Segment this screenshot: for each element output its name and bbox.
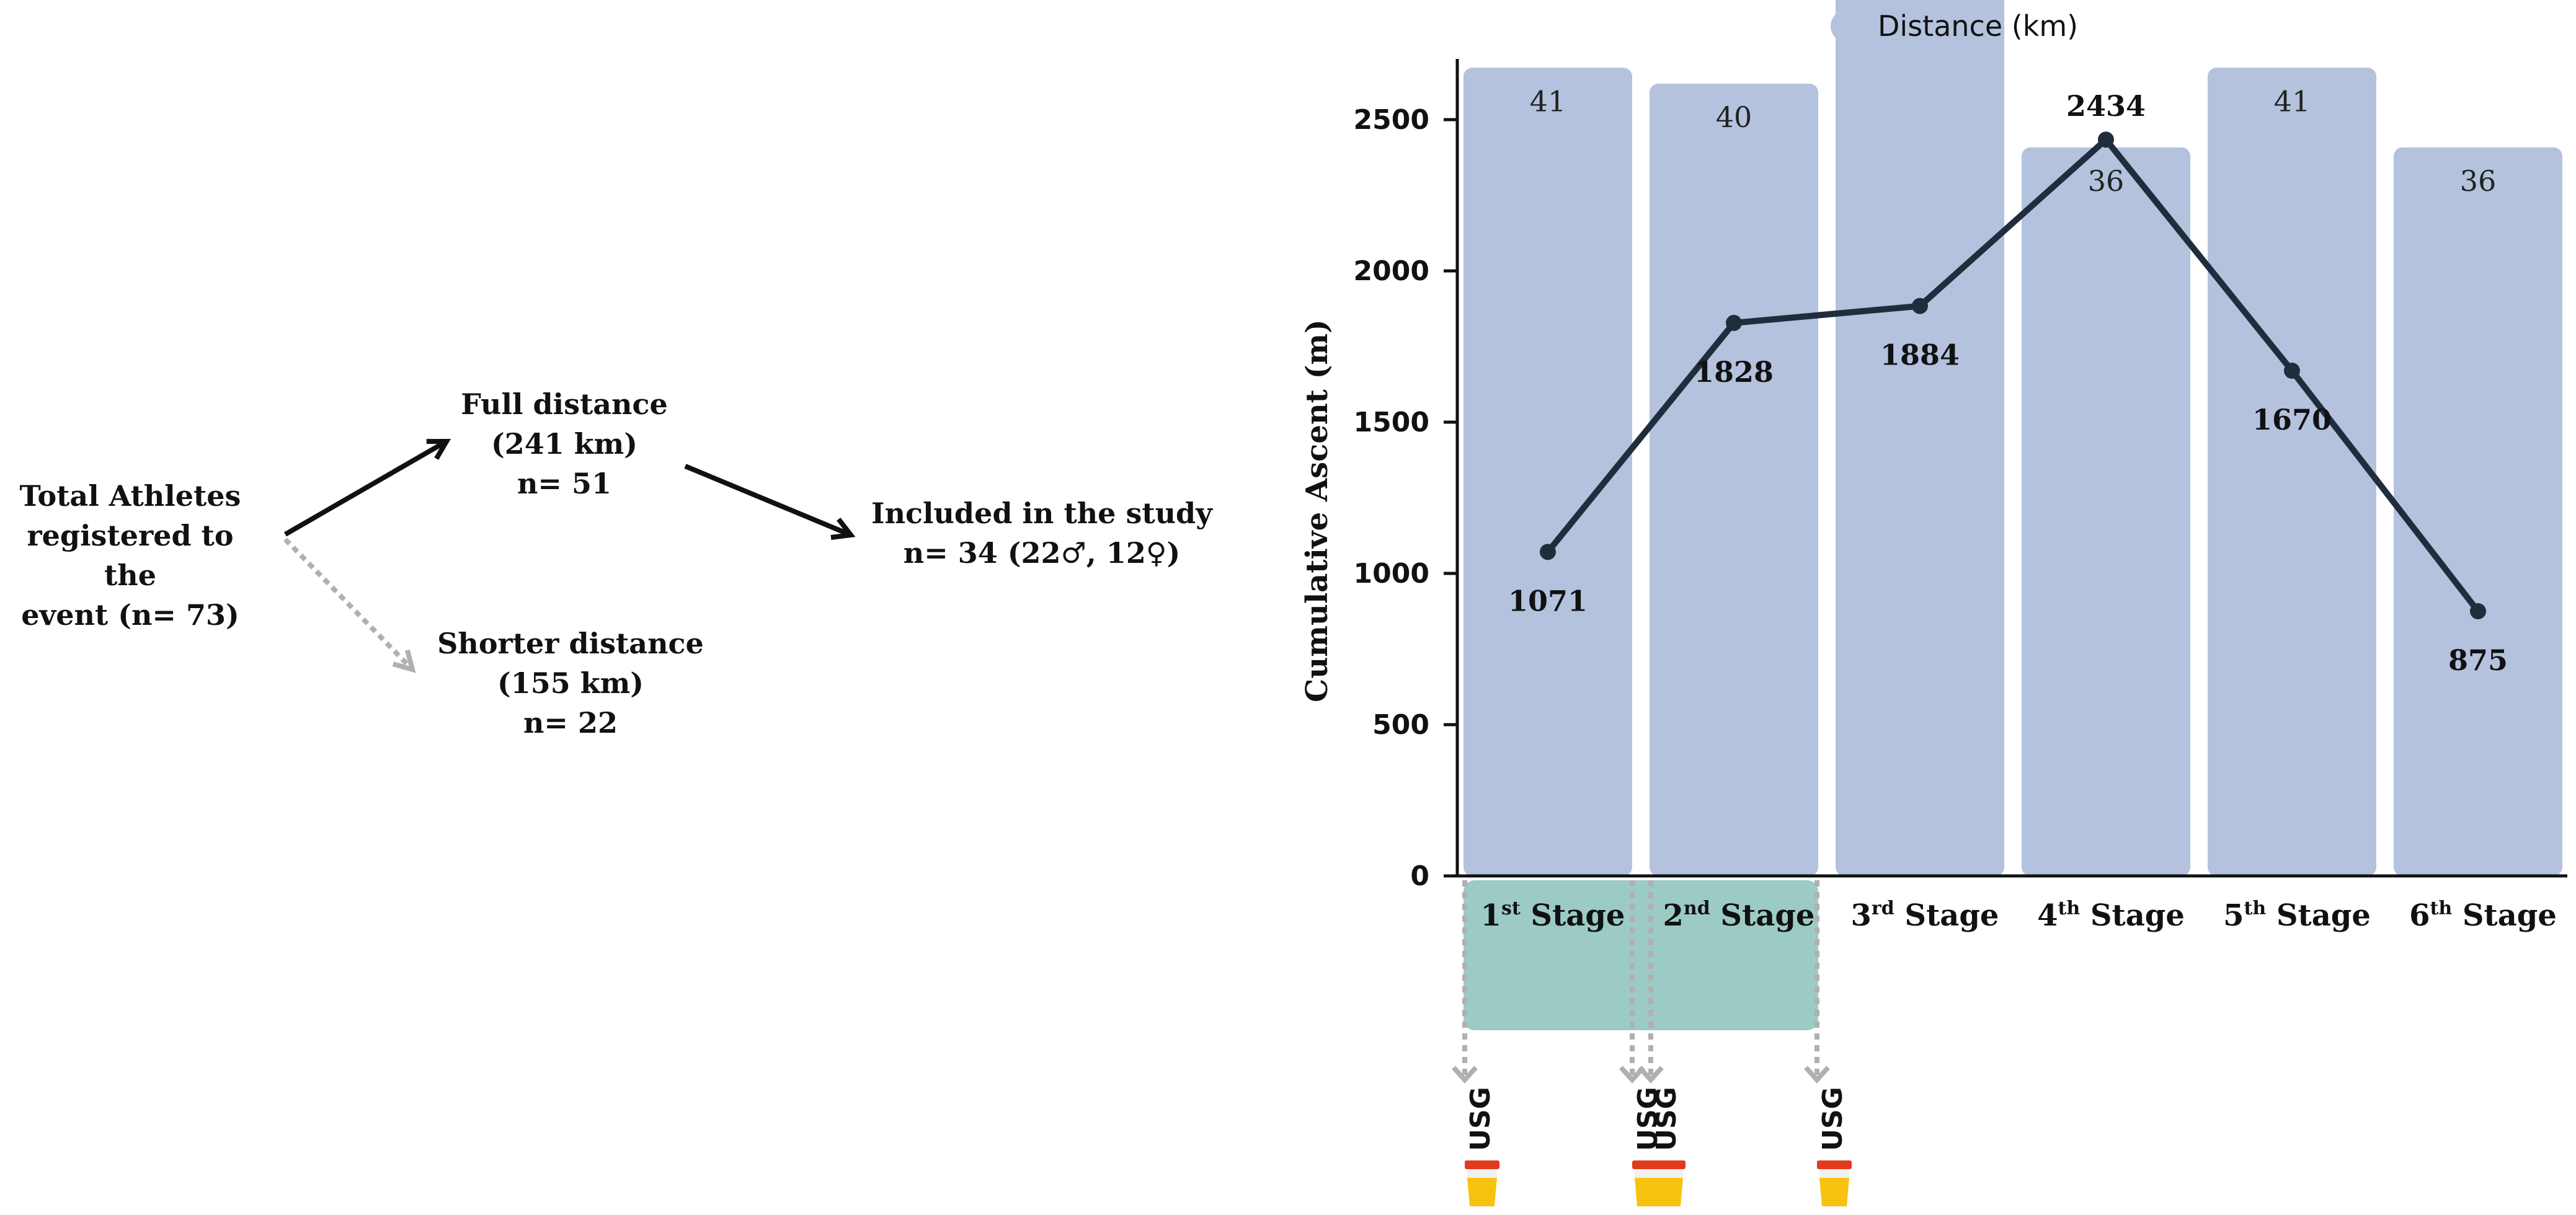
full-line-1: Full distance xyxy=(461,387,668,421)
y-tick-label-1500: 1500 xyxy=(1354,407,1429,438)
y-tick-label-2500: 2500 xyxy=(1354,104,1429,136)
distance-bar-label-5: 41 xyxy=(2274,84,2311,118)
usg-arrowhead-3 xyxy=(1638,1066,1664,1084)
shorter-line-3: n= 22 xyxy=(523,706,618,740)
y-tick-label-500: 500 xyxy=(1372,709,1429,741)
distance-bar-1 xyxy=(1463,68,1632,876)
stage-label-4: 4th Stage xyxy=(2037,898,2185,933)
shorter-line-1: Shorter distance xyxy=(437,627,704,660)
stage-label-3: 3rd Stage xyxy=(1851,898,1999,933)
sample-cup-body-1 xyxy=(1467,1178,1497,1206)
usg-arrowhead-2 xyxy=(1619,1066,1645,1084)
legend-label-distance: Distance (km) xyxy=(1878,9,2078,43)
y-tick-label-0: 0 xyxy=(1410,860,1429,892)
ascent-label-3: 1884 xyxy=(1880,338,1960,372)
full-distance-box: Full distance (241 km) n= 51 xyxy=(434,384,695,503)
distance-bar-label-1: 41 xyxy=(1530,84,1566,118)
included-line-2: n= 34 (22♂, 12♀) xyxy=(903,536,1181,570)
stage-label-6: 6th Stage xyxy=(2409,898,2557,933)
usg-arrowhead-1 xyxy=(1452,1066,1478,1084)
sample-cup-lid-3 xyxy=(1651,1160,1686,1169)
shorter-line-2: (155 km) xyxy=(497,666,644,700)
usg-arrowhead-4 xyxy=(1804,1066,1830,1084)
ascent-label-4: 2434 xyxy=(2066,89,2146,123)
sampled-stages-highlight xyxy=(1463,880,1818,1030)
distance-bar-5 xyxy=(2208,68,2376,876)
ascent-label-6: 875 xyxy=(2448,643,2508,677)
arrow-to-full-distance xyxy=(284,438,451,537)
included-box: Included in the study n= 34 (22♂, 12♀) xyxy=(868,493,1215,573)
distance-bar-4 xyxy=(2022,147,2190,876)
ascent-point-6 xyxy=(2470,603,2486,619)
sample-cup-body-3 xyxy=(1653,1178,1683,1206)
sample-cup-lid-1 xyxy=(1465,1160,1499,1169)
ascent-point-3 xyxy=(1912,298,1928,314)
usg-label-2: USG xyxy=(1632,1087,1664,1151)
sample-cup-band-1 xyxy=(1467,1169,1497,1178)
ascent-point-5 xyxy=(2284,363,2300,379)
ascent-label-1: 1071 xyxy=(1508,584,1588,617)
legend-marker-distance xyxy=(1831,10,1863,42)
sample-cup-body-4 xyxy=(1819,1178,1849,1206)
distance-bar-label-2: 40 xyxy=(1716,100,1752,134)
distance-bar-3 xyxy=(1836,0,2004,876)
distance-bar-label-6: 36 xyxy=(2460,164,2497,198)
sample-cup-band-4 xyxy=(1819,1169,1849,1178)
ascent-point-1 xyxy=(1540,544,1556,560)
y-tick-label-2000: 2000 xyxy=(1354,255,1429,287)
full-line-3: n= 51 xyxy=(517,467,611,500)
usg-label-3: USG xyxy=(1651,1087,1682,1151)
distance-bar-label-4: 36 xyxy=(2088,164,2125,198)
usg-label-1: USG xyxy=(1465,1087,1496,1151)
total-line-3: event (n= 73) xyxy=(21,598,239,632)
stage-label-5: 5th Stage xyxy=(2223,898,2371,933)
distance-bar-2 xyxy=(1650,84,1818,876)
ascent-point-2 xyxy=(1726,314,1742,331)
ascent-line xyxy=(1545,136,2481,614)
arrow-to-included xyxy=(684,464,856,540)
total-line-1: Total Athletes xyxy=(19,479,241,513)
total-line-2: registered to the xyxy=(27,519,234,592)
distance-bar-6 xyxy=(2394,147,2562,876)
arrow-to-shorter-distance xyxy=(283,537,416,673)
included-line-1: Included in the study xyxy=(871,497,1212,530)
y-tick-label-1000: 1000 xyxy=(1354,558,1429,590)
stage-label-1: 1st Stage xyxy=(1481,898,1625,933)
sample-cup-lid-4 xyxy=(1817,1160,1852,1169)
total-athletes-box: Total Athletes registered to the event (… xyxy=(6,476,254,635)
y-axis-title: Cumulative Ascent (m) xyxy=(1300,319,1335,702)
full-line-2: (241 km) xyxy=(491,427,638,461)
sample-cup-band-3 xyxy=(1653,1169,1683,1178)
ascent-label-5: 1670 xyxy=(2252,403,2332,436)
ascent-point-4 xyxy=(2098,131,2114,148)
usg-label-4: USG xyxy=(1817,1087,1849,1151)
stage-label-2: 2nd Stage xyxy=(1663,898,1815,933)
ascent-label-2: 1828 xyxy=(1694,355,1774,389)
shorter-distance-box: Shorter distance (155 km) n= 22 xyxy=(434,624,707,743)
